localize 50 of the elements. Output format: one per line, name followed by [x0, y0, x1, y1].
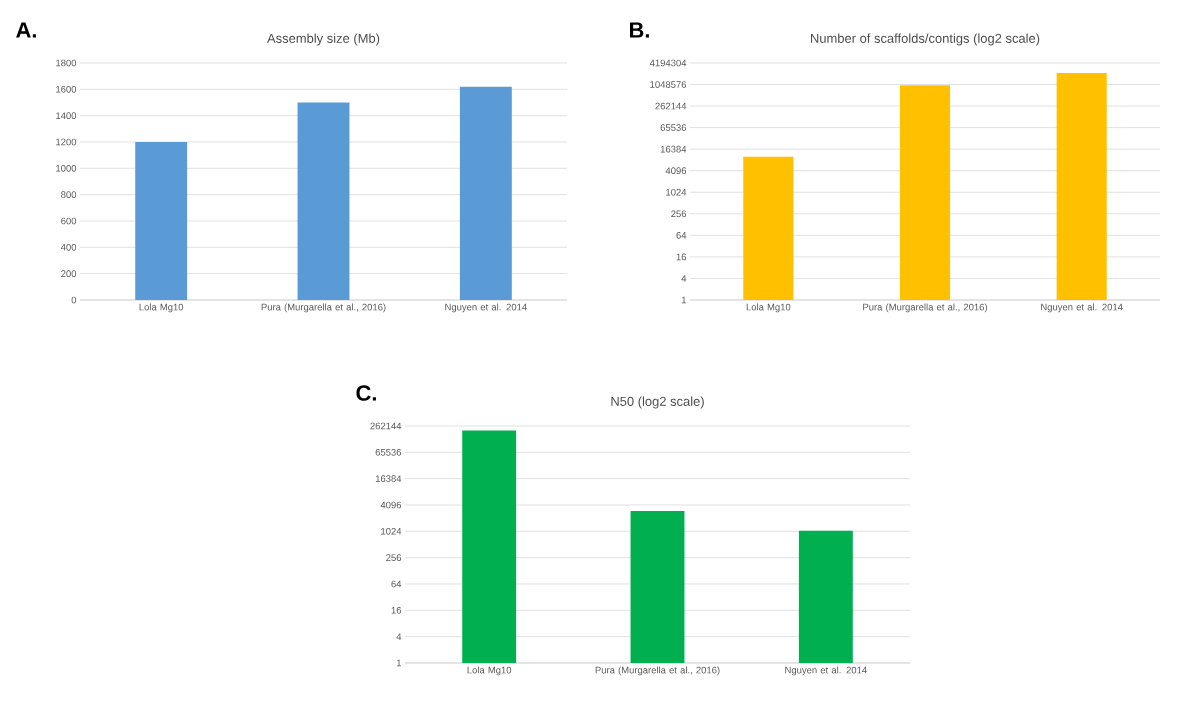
y-tick-label: 16: [676, 253, 687, 261]
bar: [135, 141, 188, 300]
y-tick-label: 4: [681, 275, 687, 282]
y-tick-label: 1024: [381, 527, 402, 535]
y-tick-label: 400: [60, 243, 77, 251]
y-tick-label: 200: [61, 270, 77, 277]
y-tick-label: 1024: [666, 188, 687, 196]
y-tick-label: 1400: [56, 112, 77, 119]
x-tick-label: Nguyen et al. 2014: [1041, 303, 1123, 313]
y-tick-label: 1800: [56, 59, 77, 67]
y-tick-label: 16384: [660, 145, 687, 153]
text: A.: [16, 22, 36, 38]
y-tick-label: 64: [676, 231, 687, 239]
text: B.: [629, 22, 649, 38]
x-tick-label: Pura (Murgarella et al., 2016): [261, 303, 386, 313]
y-tick-label: 1200: [56, 138, 77, 146]
y-tick-label: 1: [396, 659, 402, 667]
y-tick-label: 256: [671, 210, 687, 218]
y-tick-label: 4194304: [649, 59, 687, 67]
y-tick-label: 0: [71, 296, 77, 304]
y-tick-label: 262144: [655, 102, 687, 110]
y-tick-label: 262144: [370, 422, 402, 430]
y-tick-label: 16384: [375, 475, 402, 482]
y-tick-label: 256: [386, 554, 402, 561]
y-tick-label: 4096: [665, 167, 687, 175]
y-tick-label: 64: [391, 580, 402, 588]
y-tick-label: 800: [61, 191, 77, 198]
x-tick-label: Lola Mg10: [467, 666, 512, 676]
y-tick-label: 1000: [56, 164, 77, 172]
chart-title: Number of scaffolds/contigs (log2 scale): [811, 33, 1040, 46]
y-tick-label: 65536: [375, 448, 402, 456]
x-tick-label: Pura (Murgarella et al., 2016): [863, 303, 987, 313]
y-tick-label: 16: [391, 606, 402, 614]
x-tick-label: Lola Mg10: [746, 303, 791, 313]
chart-title: N50 (log2 scale): [611, 396, 704, 409]
x-tick-label: Nguyen et al. 2014: [785, 666, 867, 676]
x-tick-label: Nguyen et al. 2014: [445, 303, 527, 313]
y-tick-label: 65536: [660, 124, 687, 131]
y-tick-label: 4: [396, 633, 402, 640]
chart-title: Assembly size (Mb): [267, 33, 380, 46]
bar: [459, 86, 512, 300]
text: C.: [356, 385, 376, 401]
bar: [297, 102, 350, 300]
x-tick-label: Lola Mg10: [139, 303, 184, 313]
y-tick-label: 1: [681, 296, 687, 304]
y-tick-label: 1048576: [650, 81, 687, 88]
y-tick-label: 600: [61, 217, 77, 225]
y-tick-label: 1600: [56, 85, 77, 93]
x-tick-label: Pura (Murgarella et al., 2016): [595, 666, 720, 676]
y-tick-label: 4096: [380, 501, 402, 509]
